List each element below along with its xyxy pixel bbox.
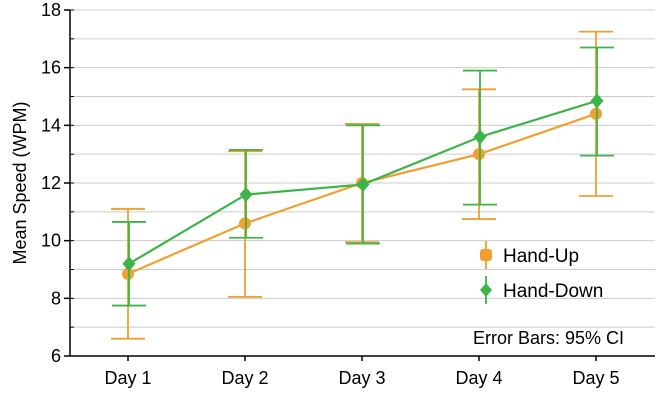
legend-swatch [480,249,492,261]
x-tick-label: Day 1 [104,368,151,388]
y-tick-label: 16 [41,58,61,78]
legend-label: Hand-Down [503,281,603,302]
x-tick-labels: Day 1 Day 2 Day 3 Day 4 Day 5 [104,356,620,388]
data-point [590,107,602,120]
data-point [239,217,251,230]
y-axis-title: Mean Speed (WPM) [10,101,30,264]
x-tick-label: Day 2 [221,368,268,388]
legend-label: Hand-Up [503,246,579,267]
data-point [473,148,485,161]
y-tick-label: 12 [41,173,61,193]
data-point [122,267,134,280]
x-tick-label: Day 3 [338,368,385,388]
legend: Hand-Up Hand-Down [480,241,603,304]
y-tick-label: 18 [41,0,61,20]
series-hand-down [112,46,614,307]
data-point [239,187,253,203]
y-tick-label: 8 [51,288,61,308]
error-bar-note: Error Bars: 95% CI [473,328,624,348]
y-tick-label: 6 [51,346,61,366]
series [111,30,614,340]
data-point [122,256,136,272]
y-tick-labels: 6 8 10 12 14 16 18 [41,0,70,366]
data-point [590,93,604,109]
data-point [356,176,370,192]
data-point [473,129,487,145]
x-tick-label: Day 5 [572,368,619,388]
legend-swatch [480,283,492,297]
y-tick-label: 14 [41,115,61,135]
y-tick-label: 10 [41,231,61,251]
x-tick-label: Day 4 [455,368,502,388]
